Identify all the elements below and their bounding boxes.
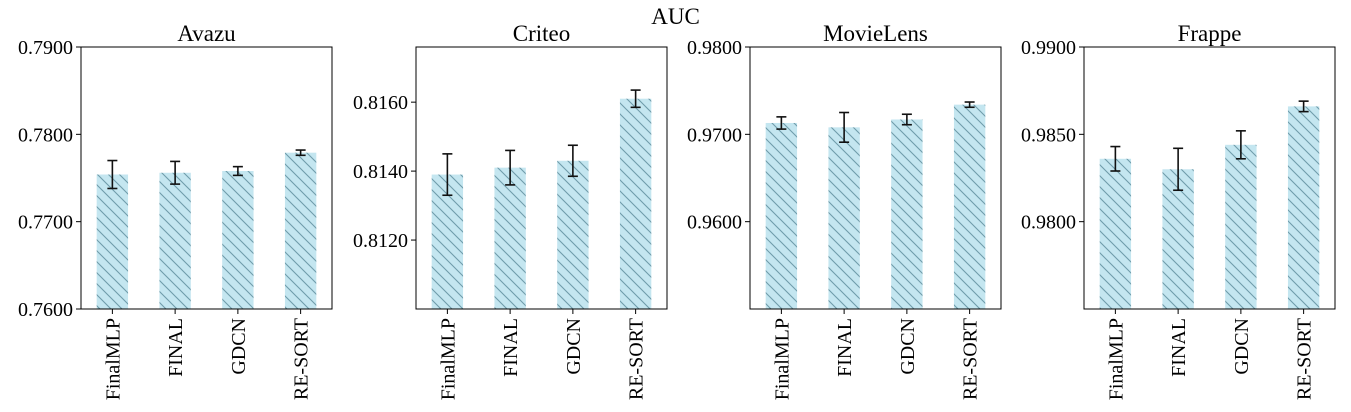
x-tick-label: RE-SORT xyxy=(1294,318,1316,400)
bar xyxy=(1162,169,1194,309)
bar xyxy=(431,174,464,309)
figure-title: AUC xyxy=(651,4,700,29)
x-tick-label: RE-SORT xyxy=(960,318,982,400)
x-tick-label: FinalMLP xyxy=(437,318,459,400)
bar xyxy=(619,98,652,309)
bar xyxy=(765,122,798,309)
y-tick-label: 0.7900 xyxy=(18,37,73,59)
axes-frame xyxy=(80,46,333,310)
panel-title: Avazu xyxy=(177,21,236,46)
x-tick-label: FinalMLP xyxy=(102,318,124,400)
y-tick-label: 0.7600 xyxy=(18,299,73,321)
x-tick-label: RE-SORT xyxy=(626,318,648,400)
x-tick-label: FinalMLP xyxy=(1105,318,1127,400)
panel-title: Criteo xyxy=(513,21,571,46)
x-tick-label: GDCN xyxy=(228,318,250,375)
bar xyxy=(557,160,589,309)
y-tick-label: 0.8160 xyxy=(353,92,408,114)
x-tick-label: GDCN xyxy=(1231,318,1253,375)
y-tick-label: 0.9900 xyxy=(1021,37,1076,59)
y-tick-label: 0.9850 xyxy=(1021,124,1076,146)
x-tick-label: FinalMLP xyxy=(771,318,793,400)
y-tick-label: 0.9600 xyxy=(687,212,742,234)
bar xyxy=(494,167,526,309)
bar xyxy=(1287,106,1320,310)
y-tick-label: 0.9700 xyxy=(687,124,742,146)
chart-panel-frappe: FinalMLP FINAL GDCN RE-SORT 0.9800 0.9850 0.99… xyxy=(1021,21,1336,400)
x-tick-label: GDCN xyxy=(563,318,585,375)
axes-frame xyxy=(1083,46,1336,310)
bar xyxy=(891,119,923,309)
panel-title: MovieLens xyxy=(823,21,928,46)
x-tick-label: GDCN xyxy=(897,318,919,375)
bar xyxy=(96,174,129,309)
x-tick-label: FINAL xyxy=(500,318,522,377)
chart-panel-movielens: FinalMLP FINAL GDCN RE-SORT 0.9600 0.9700 0.98… xyxy=(687,21,1002,400)
x-tick-label: FINAL xyxy=(1168,318,1190,377)
y-tick-label: 0.9800 xyxy=(687,37,742,59)
y-tick-label: 0.7700 xyxy=(18,212,73,234)
x-tick-label: FINAL xyxy=(165,318,187,377)
bar xyxy=(284,152,317,309)
y-tick-label: 0.7800 xyxy=(18,124,73,146)
chart-panel-criteo: FinalMLP FINAL GDCN RE-SORT 0.8120 0.8140 0.81… xyxy=(353,21,668,400)
x-tick-label: FINAL xyxy=(834,318,856,377)
y-tick-label: 0.8120 xyxy=(353,230,408,252)
panel-title: Frappe xyxy=(1178,21,1242,46)
bar xyxy=(159,172,191,309)
bar xyxy=(953,104,986,309)
axes-frame xyxy=(749,46,1002,310)
bar xyxy=(1225,144,1257,309)
y-tick-label: 0.8140 xyxy=(353,161,408,183)
y-tick-label: 0.9800 xyxy=(1021,212,1076,234)
bar xyxy=(222,171,254,309)
chart-panel-avazu: FinalMLP FINAL GDCN RE-SORT 0.7600 0.7700 0.78… xyxy=(18,21,333,400)
x-tick-label: RE-SORT xyxy=(291,318,313,400)
bar xyxy=(828,127,860,309)
axes-frame xyxy=(415,46,668,310)
bar xyxy=(1099,158,1132,309)
